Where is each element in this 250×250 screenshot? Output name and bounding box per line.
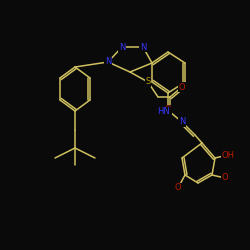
Text: HN: HN xyxy=(157,108,170,116)
Text: O: O xyxy=(179,82,185,92)
Text: O: O xyxy=(175,184,181,192)
Text: S: S xyxy=(146,78,150,86)
Text: OH: OH xyxy=(222,150,234,160)
Text: O: O xyxy=(165,106,171,114)
Text: N: N xyxy=(179,118,185,126)
Text: N: N xyxy=(105,58,111,66)
Text: N: N xyxy=(119,42,125,51)
Text: N: N xyxy=(140,42,146,51)
Text: O: O xyxy=(222,174,228,182)
